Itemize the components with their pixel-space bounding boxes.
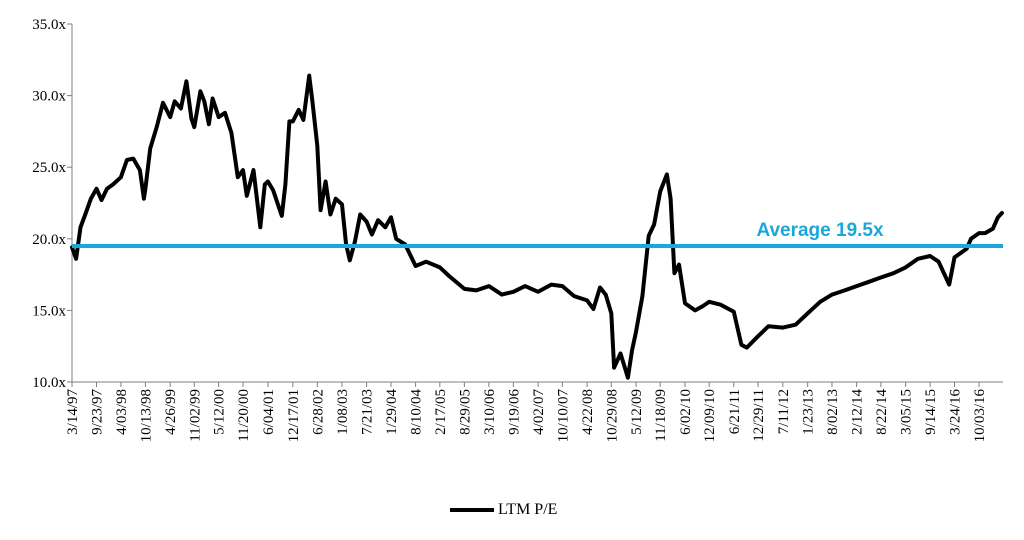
x-tick-label: 2/17/05 <box>433 389 449 435</box>
x-tick-label: 11/02/99 <box>187 389 203 442</box>
x-tick-label: 9/23/97 <box>90 389 106 435</box>
x-tick-label: 1/23/13 <box>801 389 817 435</box>
x-tick-label: 8/02/13 <box>825 389 841 435</box>
x-tick-label: 12/29/11 <box>751 389 767 442</box>
average-label: Average 19.5x <box>756 220 884 241</box>
legend-label-ltm-pe: LTM P/E <box>498 501 558 518</box>
x-tick-label: 10/10/07 <box>555 389 571 443</box>
x-tick-label: 11/18/09 <box>653 389 669 442</box>
y-tick-label: 10.0x <box>32 375 66 391</box>
y-tick-label: 30.0x <box>32 89 66 105</box>
legend: LTM P/E <box>450 499 557 521</box>
series-layer <box>70 73 1004 380</box>
x-tick-label: 10/29/08 <box>604 389 620 442</box>
x-tick-label: 3/14/97 <box>65 389 81 435</box>
x-tick-label: 2/12/14 <box>850 389 866 435</box>
x-tick-label: 3/24/16 <box>947 389 963 435</box>
x-tick-label: 7/11/12 <box>776 389 792 434</box>
x-tick-label: 7/21/03 <box>360 389 376 435</box>
y-tick-label: 15.0x <box>32 303 66 319</box>
legend-swatch-ltm-pe <box>450 508 494 512</box>
x-tick-label: 8/10/04 <box>409 389 425 435</box>
x-tick-label: 12/09/10 <box>702 389 718 442</box>
x-tick-label: 10/13/98 <box>138 389 154 442</box>
x-tick-label: 4/26/99 <box>163 389 179 435</box>
x-tick-label: 10/03/16 <box>972 389 988 443</box>
x-tick-label: 12/17/01 <box>286 389 302 442</box>
x-tick-label: 9/14/15 <box>923 389 939 435</box>
x-tick-label: 8/29/05 <box>457 389 473 435</box>
x-tick-label: 3/10/06 <box>482 389 498 435</box>
y-axis: 10.0x 15.0x 20.0x 25.0x 30.0x 35.0x <box>32 17 73 391</box>
x-tick-label: 6/02/10 <box>678 389 694 435</box>
x-tick-label: 6/04/01 <box>261 389 277 435</box>
x-tick-label: 3/05/15 <box>899 389 915 435</box>
x-tick-label: 11/20/00 <box>236 389 252 442</box>
y-tick-label: 20.0x <box>32 232 66 248</box>
x-tick-label: 1/29/04 <box>384 389 400 435</box>
x-tick-label: 5/12/09 <box>629 389 645 435</box>
x-tick-label: 9/19/06 <box>506 389 522 435</box>
x-tick-label: 4/03/98 <box>114 389 130 435</box>
x-tick-label: 4/22/08 <box>580 389 596 435</box>
x-tick-label: 8/22/14 <box>874 389 890 435</box>
series-line-ltm-pe <box>70 73 1004 380</box>
y-tick-label: 35.0x <box>32 17 66 33</box>
average-layer: Average 19.5x <box>72 220 1003 248</box>
x-tick-label: 6/28/02 <box>310 389 326 435</box>
x-tick-label: 6/21/11 <box>727 389 743 434</box>
x-axis: 3/14/97 9/23/97 4/03/98 10/13/98 4/26/99 11/0… <box>65 381 1003 443</box>
x-tick-label: 5/12/00 <box>212 389 228 435</box>
x-tick-label: 4/02/07 <box>531 389 547 435</box>
x-tick-label: 1/08/03 <box>335 389 351 435</box>
y-tick-label: 25.0x <box>32 160 66 176</box>
